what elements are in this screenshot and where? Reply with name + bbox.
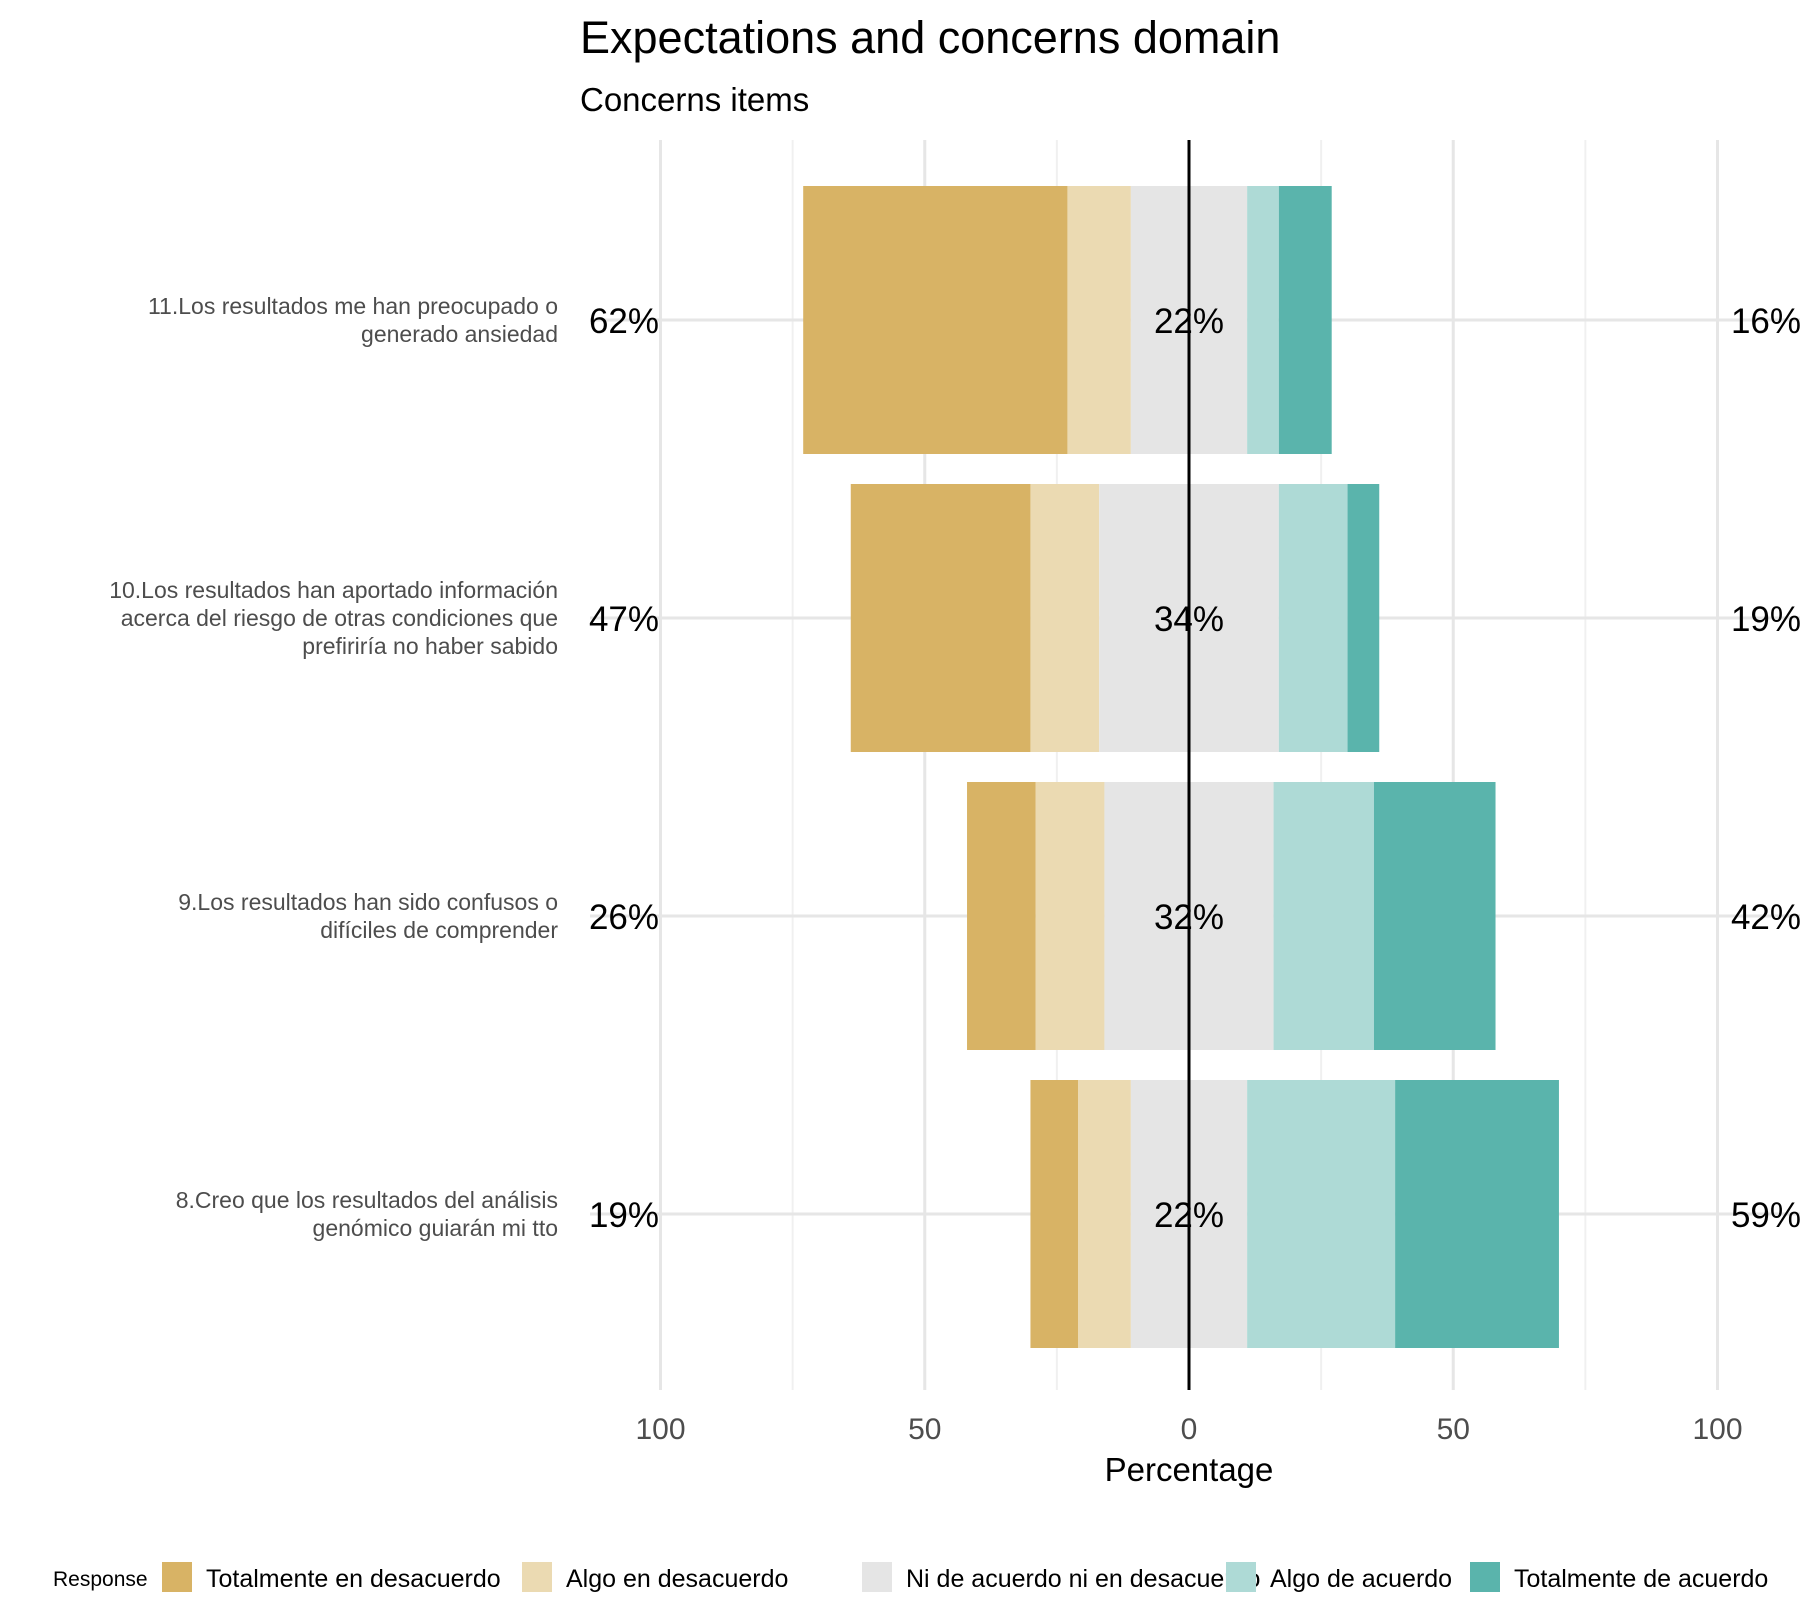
center-percent-label: 22% [1154, 1196, 1224, 1235]
percent-labels: 62% 22% 16% 47% 34% 19% 26% 32% 42% 19% 22% 59% [589, 302, 1800, 1235]
center-percent-label: 22% [1154, 302, 1224, 341]
y-axis-label-line: acerca del riesgo de otras condiciones q… [121, 605, 558, 631]
legend-swatch [522, 1562, 552, 1592]
bar-segment [1278, 484, 1348, 752]
left-percent-label: 62% [589, 302, 659, 341]
bar-segment [850, 484, 1031, 752]
bar-segment [1347, 484, 1380, 752]
x-tick-label: 50 [908, 1413, 941, 1446]
legend-swatch [862, 1562, 892, 1592]
chart-subtitle: Concerns items [580, 81, 809, 118]
x-tick-label: 100 [1692, 1413, 1742, 1446]
right-percent-label: 19% [1731, 600, 1800, 639]
bar-segment [1373, 782, 1496, 1050]
y-axis-label-line: 10.Los resultados han aportado informaci… [109, 577, 558, 603]
y-axis-label-line: prefiriría no haber sabido [302, 633, 558, 659]
y-axis-label-line: 9.Los resultados han sido confusos o [178, 889, 558, 915]
bar-segment [1030, 1080, 1079, 1348]
legend-swatch [1226, 1562, 1256, 1592]
center-percent-label: 34% [1154, 600, 1224, 639]
center-percent-label: 32% [1154, 898, 1224, 937]
bar-segment [1035, 782, 1105, 1050]
bar-segment [1247, 186, 1279, 454]
y-axis-label-line: difíciles de comprender [320, 917, 558, 943]
x-tick-label: 0 [1181, 1413, 1198, 1446]
chart-title: Expectations and concerns domain [580, 12, 1280, 63]
legend-label: Algo de acuerdo [1270, 1565, 1452, 1593]
y-axis-labels: 11.Los resultados me han preocupado ogen… [109, 293, 558, 1241]
bar-segment [1273, 782, 1374, 1050]
bar-segment [803, 186, 1068, 454]
bar-segment [1067, 186, 1131, 454]
legend-title: Response [53, 1568, 148, 1591]
legend-label: Totalmente en desacuerdo [206, 1565, 501, 1593]
bar-segment [1247, 1080, 1396, 1348]
y-axis-label-line: 11.Los resultados me han preocupado o [148, 293, 558, 319]
left-percent-label: 26% [589, 898, 659, 937]
legend-swatch [162, 1562, 192, 1592]
x-axis-ticks: 100 50 0 50 100 [635, 1413, 1742, 1446]
legend-swatch [1470, 1562, 1500, 1592]
bar-segment [1395, 1080, 1559, 1348]
legend-label: Totalmente de acuerdo [1514, 1565, 1768, 1593]
bar-segment [1078, 1080, 1131, 1348]
bar-segment [1030, 484, 1100, 752]
x-tick-label: 50 [1437, 1413, 1470, 1446]
right-percent-label: 42% [1731, 898, 1800, 937]
x-axis-title: Percentage [1105, 1451, 1274, 1488]
right-percent-label: 59% [1731, 1196, 1800, 1235]
right-percent-label: 16% [1731, 302, 1800, 341]
bar-segment [967, 782, 1036, 1050]
x-tick-label: 100 [635, 1413, 685, 1446]
y-axis-label-line: 8.Creo que los resultados del análisis [176, 1187, 558, 1213]
legend-label: Algo en desacuerdo [566, 1565, 788, 1593]
legend-label: Ni de acuerdo ni en desacuerdo [906, 1565, 1260, 1593]
left-percent-label: 19% [589, 1196, 659, 1235]
bars [803, 186, 1559, 1348]
y-axis-label-line: genómico guiarán mi tto [313, 1215, 558, 1241]
left-percent-label: 47% [589, 600, 659, 639]
legend: Response Totalmente en desacuerdo Algo en… [53, 1562, 1768, 1593]
y-axis-label-line: generado ansiedad [361, 321, 558, 347]
bar-segment [1278, 186, 1332, 454]
